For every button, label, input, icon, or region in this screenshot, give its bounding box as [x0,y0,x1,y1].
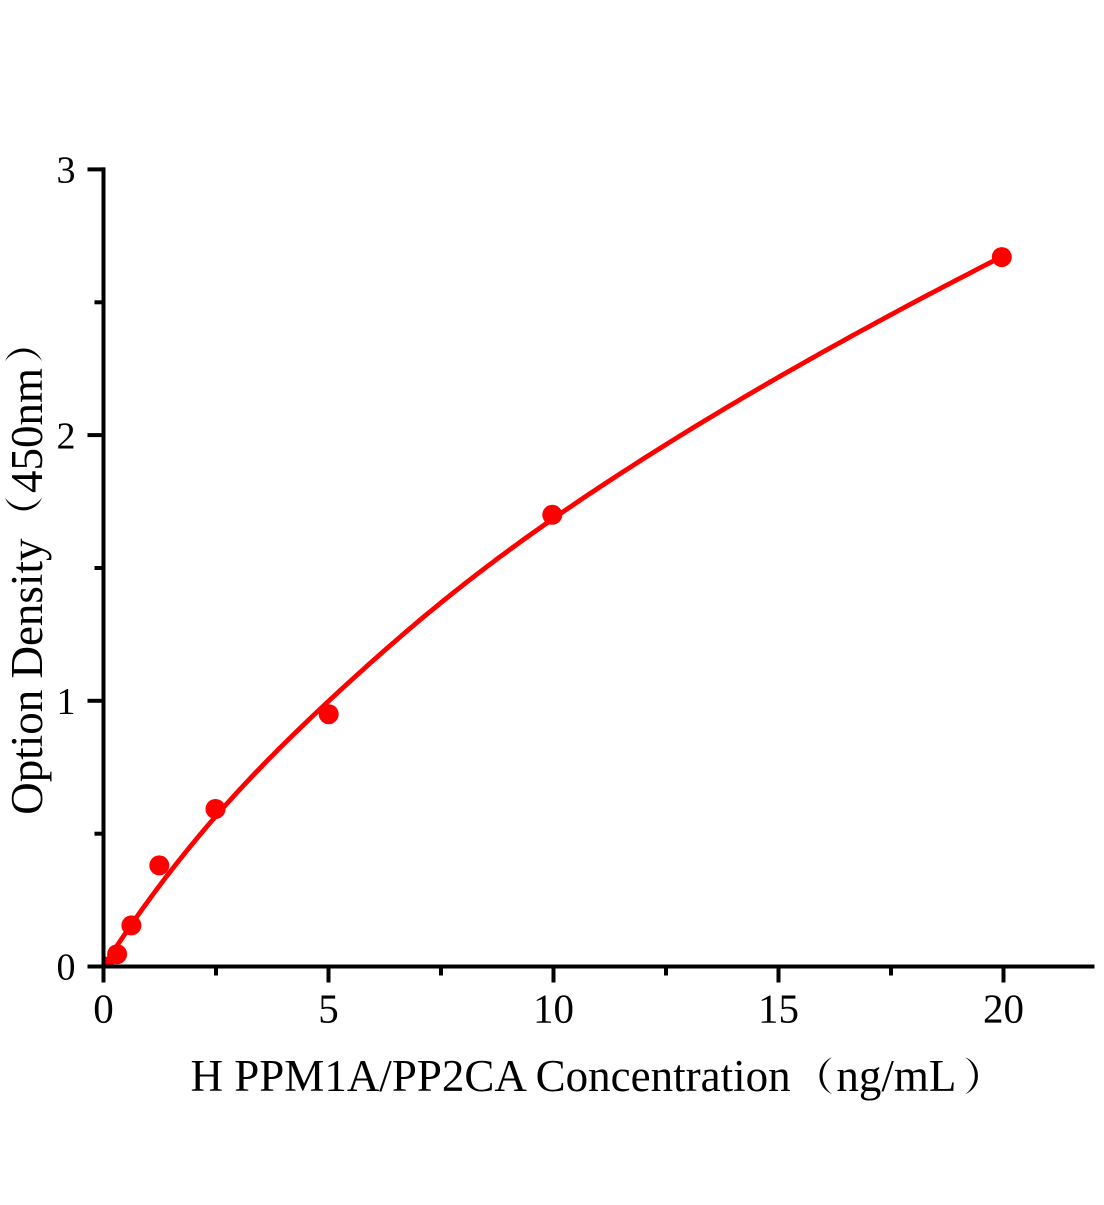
svg-text:Option Density: Option Density [2,538,52,815]
svg-text:H PPM1A/PP2CA Concentration: H PPM1A/PP2CA Concentration [191,1051,791,1101]
svg-text:5: 5 [318,985,339,1031]
svg-text:450nm: 450nm [2,368,52,493]
svg-text:3: 3 [57,150,76,192]
svg-text:15: 15 [758,985,799,1031]
svg-text:10: 10 [533,985,574,1031]
svg-text:0: 0 [93,985,114,1031]
svg-text:2: 2 [57,415,76,457]
svg-text:ng/mL: ng/mL [836,1051,956,1101]
svg-text:1: 1 [57,681,76,723]
svg-text:20: 20 [983,985,1024,1031]
svg-text:0: 0 [57,947,76,989]
